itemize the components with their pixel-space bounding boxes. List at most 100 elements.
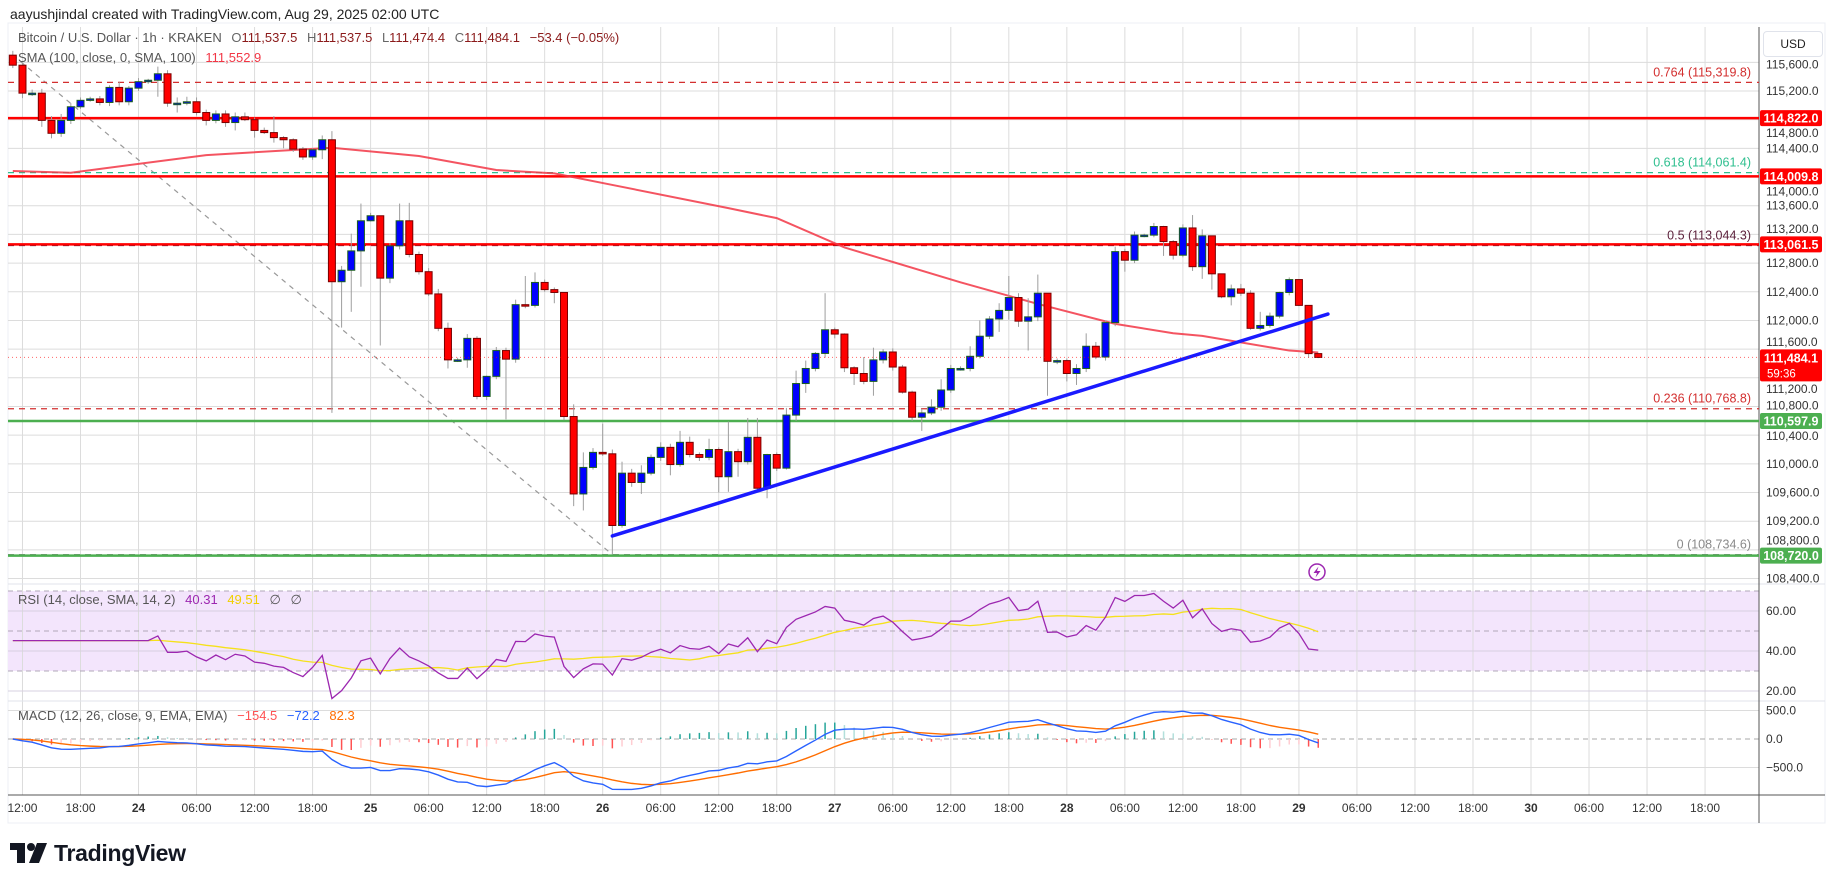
candle <box>724 421 733 492</box>
macd-signal-value: 82.3 <box>329 708 355 723</box>
tradingview-logo[interactable]: TradingView <box>10 838 186 868</box>
candle-body <box>501 350 510 360</box>
macd-label[interactable]: MACD (12, 26, close, 9, EMA, EMA) <box>18 708 228 723</box>
candle <box>492 346 501 380</box>
candle <box>908 390 917 421</box>
candle-body <box>792 383 801 416</box>
candle-body <box>1072 367 1081 374</box>
time-tick-label: 06:00 <box>414 801 444 815</box>
candle <box>1111 246 1120 327</box>
candle <box>28 89 37 97</box>
candle <box>1130 231 1139 264</box>
level-price-badge <box>1760 412 1822 429</box>
price-tick-label: 112,000.0 <box>1766 313 1819 327</box>
price-tick-label: 114,400.0 <box>1766 141 1819 155</box>
candle-body <box>705 449 714 458</box>
candle-body <box>898 366 907 393</box>
candle <box>1207 235 1216 290</box>
candle-body <box>366 215 375 222</box>
candle-body <box>405 220 414 255</box>
symbol-title[interactable]: Bitcoin / U.S. Dollar · 1h · KRAKEN <box>18 30 222 45</box>
candle-body <box>414 253 423 273</box>
macd-signal-line <box>12 714 1319 786</box>
candle-body <box>1217 273 1226 298</box>
time-tick-label: 12:00 <box>240 801 270 815</box>
candle-body <box>1149 226 1158 236</box>
candle-body <box>202 112 211 121</box>
candle-body <box>579 466 588 495</box>
candle <box>1101 320 1110 361</box>
candle <box>260 127 269 135</box>
candle <box>792 370 801 421</box>
candle <box>1169 240 1178 260</box>
candle-body <box>1130 234 1139 261</box>
time-tick-label: 12:00 <box>704 801 734 815</box>
candle <box>124 85 133 106</box>
price-tick-label: 112,400.0 <box>1766 285 1819 299</box>
candle-body <box>869 359 878 382</box>
candle <box>211 110 220 124</box>
price-tick-label: 112,800.0 <box>1766 256 1819 270</box>
candle <box>898 364 907 394</box>
time-tick-label: 06:00 <box>646 801 676 815</box>
price-tick-label: 110,000.0 <box>1766 457 1819 471</box>
candle-body <box>1082 345 1091 369</box>
candle-body <box>463 337 472 361</box>
close-label: C <box>454 30 465 45</box>
price-tick-label: 110,400.0 <box>1766 429 1819 443</box>
macd-value: −72.2 <box>286 708 320 723</box>
candle <box>569 404 578 507</box>
candle-body <box>1188 227 1197 268</box>
candle-body <box>995 309 1004 320</box>
candle <box>472 336 481 400</box>
rsi-tick-label: 40.00 <box>1766 644 1796 658</box>
candle-body <box>250 119 259 131</box>
candle <box>1120 248 1129 272</box>
candle-body <box>279 137 288 141</box>
rsi-extra-1: ∅ <box>269 592 281 607</box>
candle-body <box>163 73 172 104</box>
time-tick-label: 12:00 <box>936 801 966 815</box>
candle-body <box>1294 279 1303 306</box>
candle-body <box>1265 315 1274 326</box>
candle <box>1072 364 1081 385</box>
candle <box>57 113 66 137</box>
currency-button[interactable]: USD <box>1763 31 1823 57</box>
candle-body <box>443 327 452 361</box>
price-tick-label: 110,800.0 <box>1766 398 1819 412</box>
candle-body <box>395 220 404 247</box>
candle-body <box>956 367 965 371</box>
candle-body <box>734 451 743 463</box>
candle-body <box>1120 251 1129 261</box>
candle <box>879 349 888 364</box>
time-tick-label: 12:00 <box>1632 801 1662 815</box>
candle-body <box>801 367 810 385</box>
candle-body <box>385 245 394 279</box>
candle <box>1188 215 1197 271</box>
candle-body <box>289 139 298 150</box>
candle-body <box>560 291 568 418</box>
candle-body <box>492 350 501 377</box>
candle-body <box>724 451 733 478</box>
candle-body <box>714 449 723 478</box>
rsi-sma-line <box>12 607 1319 672</box>
candle <box>366 212 375 222</box>
lightning-icon[interactable] <box>1308 563 1326 581</box>
fib-level-label: 0 (108,734.6) <box>1677 538 1751 552</box>
candle <box>782 407 791 470</box>
rsi-label[interactable]: RSI (14, close, SMA, 14, 2) <box>18 592 176 607</box>
candle-body <box>1236 288 1245 294</box>
time-tick-label: 27 <box>828 801 842 815</box>
candle-body <box>656 446 665 458</box>
price-tick-label: 114,000.0 <box>1766 185 1819 199</box>
candle-body <box>550 289 559 293</box>
candle <box>231 112 240 131</box>
sma-label[interactable]: SMA (100, close, 0, SMA, 100) <box>18 50 196 65</box>
candle-body <box>627 472 636 483</box>
candle <box>1256 311 1265 331</box>
candle <box>589 448 598 470</box>
price-tick-label: 109,600.0 <box>1766 486 1820 500</box>
candle <box>521 275 530 309</box>
candle-body <box>472 337 481 397</box>
